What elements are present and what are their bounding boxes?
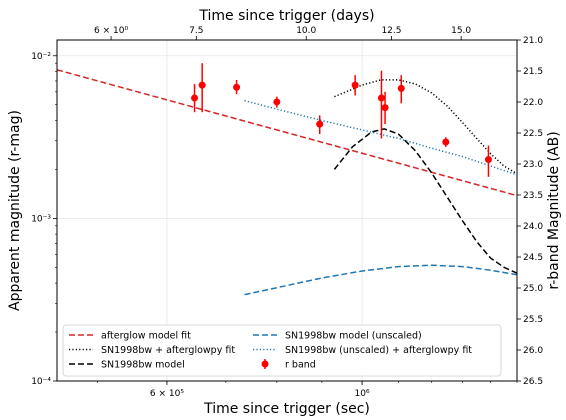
data-point xyxy=(233,83,241,91)
series-line-3 xyxy=(244,264,517,296)
right-tick-label: 26.0 xyxy=(523,346,543,356)
y-axis-title: Apparent magnitude (r-mag) xyxy=(7,110,23,311)
top-axis-title: Time since trigger (days) xyxy=(198,8,374,24)
data-point xyxy=(397,84,405,92)
right-tick-label: 21.5 xyxy=(523,67,543,77)
top-tick-label: 15.0 xyxy=(451,26,471,36)
series-line-1 xyxy=(334,79,517,175)
legend: afterglow model fit SN1998bw model (unsca… xyxy=(62,324,502,377)
legend-label: afterglow model fit xyxy=(101,331,191,342)
right-tick-label: 24.5 xyxy=(523,253,543,263)
y-tick-label: 10⁻² xyxy=(31,52,51,62)
legend-label: SN1998bw model xyxy=(101,360,185,371)
legend-label: SN1998bw model (unscaled) xyxy=(285,331,422,342)
right-tick-label: 26.5 xyxy=(523,377,543,387)
data-point xyxy=(377,94,385,102)
legend-box xyxy=(62,324,502,377)
legend-label: SN1998bw (unscaled) + afterglowpy fit xyxy=(285,345,472,356)
right-tick-label: 22.5 xyxy=(523,129,543,139)
top-tick-label: 10.0 xyxy=(296,26,316,36)
axis-ticks: 6 × 10⁵ 10⁶ 10⁻⁴ 10⁻³ 10⁻² 6 × 10⁰ 7.5 10.0 12.5… xyxy=(31,26,543,399)
right-axis-title: r-band Magnitude (AB) xyxy=(546,131,562,289)
top-tick-label: 7.5 xyxy=(189,26,203,36)
data-point xyxy=(484,156,492,164)
series-line-0 xyxy=(57,69,517,197)
legend-label: r band xyxy=(285,360,316,371)
x-axis-title: Time since trigger (sec) xyxy=(203,401,370,417)
x-tick-label: 6 × 10⁵ xyxy=(150,389,184,399)
plot-frame xyxy=(56,39,518,382)
y-tick-label: 10⁻⁴ xyxy=(31,377,51,387)
data-point xyxy=(198,81,206,89)
data-point xyxy=(381,104,389,112)
top-tick-label: 12.5 xyxy=(381,26,401,36)
right-tick-label: 23.0 xyxy=(523,160,543,170)
right-tick-label: 24.0 xyxy=(523,222,543,232)
legend-swatch-point xyxy=(261,360,269,368)
right-tick-label: 23.5 xyxy=(523,191,543,201)
data-points xyxy=(191,63,492,177)
series-line-2 xyxy=(333,128,517,274)
right-tick-label: 22.0 xyxy=(523,98,543,108)
data-point xyxy=(442,138,450,146)
series-layer xyxy=(57,69,517,296)
x-tick-label: 10⁶ xyxy=(355,389,370,399)
data-point xyxy=(351,81,359,89)
right-tick-label: 25.5 xyxy=(523,315,543,325)
legend-label: SN1998bw + afterglowpy fit xyxy=(101,345,235,356)
right-tick-label: 25.0 xyxy=(523,284,543,294)
right-tick-label: 21.0 xyxy=(523,36,543,46)
data-point xyxy=(191,94,199,102)
y-tick-label: 10⁻³ xyxy=(31,214,51,224)
series-line-4 xyxy=(244,99,517,176)
top-tick-label: 6 × 10⁰ xyxy=(94,26,128,36)
data-point xyxy=(273,98,281,106)
data-point xyxy=(316,120,324,128)
